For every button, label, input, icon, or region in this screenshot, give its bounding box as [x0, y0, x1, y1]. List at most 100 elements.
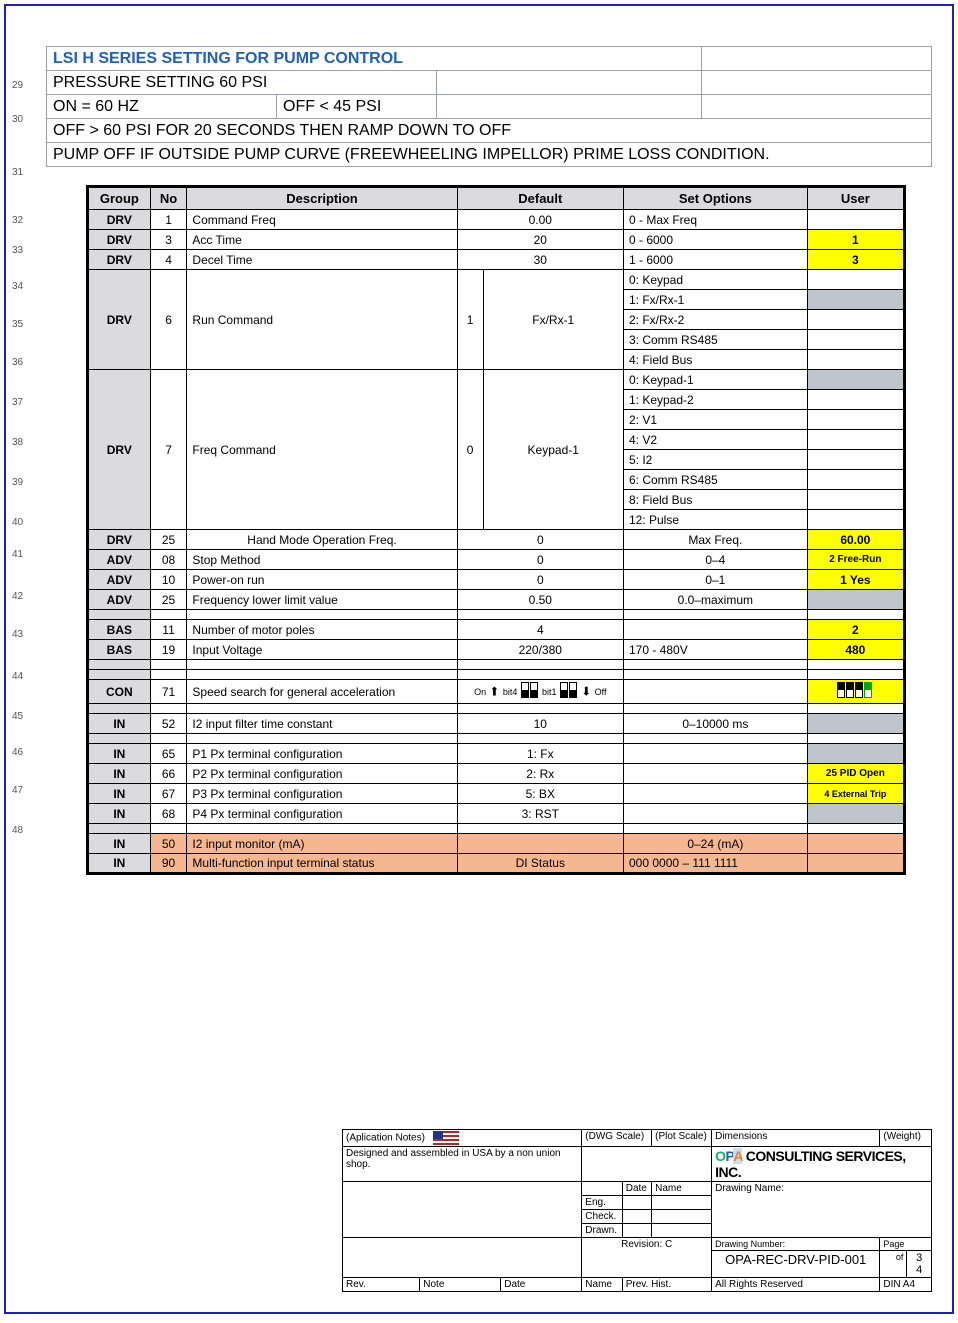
table-row: ADV 08 Stop Method 0 0–4 2 Free-Run: [88, 550, 905, 570]
table-row: DRV 25 Hand Mode Operation Freq. 0 Max F…: [88, 530, 905, 550]
table-row: CON 71 Speed search for general accelera…: [88, 680, 905, 704]
cell-opt: 0: Keypad-1: [623, 370, 807, 390]
arrow-up-icon: ⬆: [489, 685, 499, 699]
tb-drawing-number-label: Drawing Number:: [712, 1238, 880, 1251]
cell-no: 19: [150, 640, 187, 660]
cell-opt: 170 - 480V: [623, 640, 807, 660]
arrow-down-icon: ⬇: [581, 685, 591, 699]
tb-page-cur: 3: [916, 1252, 922, 1264]
tb-doc-number: OPA-REC-DRV-PID-001: [712, 1251, 880, 1278]
cell-opt: 1: Fx/Rx-1: [623, 290, 807, 310]
cell-desc: I2 input filter time constant: [187, 714, 457, 734]
row-num: 43: [12, 630, 23, 640]
cell-desc: Power-on run: [187, 570, 457, 590]
cell-no: 90: [150, 854, 187, 874]
cell-opt: Max Freq.: [623, 530, 807, 550]
header-title: LSI H SERIES SETTING FOR PUMP CONTROL: [47, 47, 702, 71]
cell-group: BAS: [88, 620, 151, 640]
cell-opt: [623, 744, 807, 764]
cell-no: 7: [150, 370, 187, 530]
dip-switch-icon: [837, 682, 873, 701]
cell-group: DRV: [88, 230, 151, 250]
cell-opt: 0–10000 ms: [623, 714, 807, 734]
cell-opt: 4: V2: [623, 430, 807, 450]
cell-opt: 12: Pulse: [623, 510, 807, 530]
spacer-row: [88, 610, 905, 620]
cell-opt: 4: Field Bus: [623, 350, 807, 370]
cell-opt: 0.0–maximum: [623, 590, 807, 610]
cell-group: DRV: [88, 530, 151, 550]
row-num: 34: [12, 282, 23, 292]
cell-group: IN: [88, 784, 151, 804]
cell-opt: 8: Field Bus: [623, 490, 807, 510]
cell-opt: [623, 764, 807, 784]
table-row-highlight: IN 90 Multi-function input terminal stat…: [88, 854, 905, 874]
cell-user: 4 External Trip: [807, 784, 904, 804]
cell-desc: Frequency lower limit value: [187, 590, 457, 610]
cell-user: 1: [807, 230, 904, 250]
tb-eng: Eng.: [582, 1196, 622, 1210]
cell-opt: 0–1: [623, 570, 807, 590]
spacer-row: [88, 704, 905, 714]
tb-drawn: Drawn.: [582, 1224, 622, 1238]
row-num: 46: [12, 748, 23, 758]
tb-check: Check.: [582, 1210, 622, 1224]
dip-switch-icon: [521, 682, 539, 701]
cell-desc: Run Command: [187, 270, 457, 370]
cell-no: 11: [150, 620, 187, 640]
cell-user: 60.00: [807, 530, 904, 550]
row-num: 32: [12, 216, 23, 226]
table-row: BAS 19 Input Voltage 220/380 170 - 480V …: [88, 640, 905, 660]
cell-desc: Acc Time: [187, 230, 457, 250]
cell-default-code: 0: [457, 370, 483, 530]
row-number-gutter: 29 30 31 32 33 34 35 36 37 38 39 40 41 4…: [12, 81, 23, 860]
tb-page-tot: 4: [916, 1264, 922, 1276]
table-row: DRV 6 Run Command 1 Fx/Rx-1 0: Keypad: [88, 270, 905, 290]
cell-group: IN: [88, 834, 151, 854]
cell-opt: 0: Keypad: [623, 270, 807, 290]
cell-opt: 2: Fx/Rx-2: [623, 310, 807, 330]
cell-opt: 6: Comm RS485: [623, 470, 807, 490]
cell-user: [807, 410, 904, 430]
cell-opt: 3: Comm RS485: [623, 330, 807, 350]
cell-default: 0.50: [457, 590, 623, 610]
cell-opt: 1 - 6000: [623, 250, 807, 270]
cell-default: 5: BX: [457, 784, 623, 804]
cell-user: [807, 804, 904, 824]
col-no: No: [150, 187, 187, 210]
header-pressure: PRESSURE SETTING 60 PSI: [47, 71, 437, 95]
cell-no: 52: [150, 714, 187, 734]
logo-letter-a: A: [733, 1148, 742, 1164]
cell-user: 2 Free-Run: [807, 550, 904, 570]
cell-opt: 0–24 (mA): [623, 834, 807, 854]
tb-dimensions: Dimensions: [712, 1130, 880, 1147]
cell-desc: Multi-function input terminal status: [187, 854, 457, 874]
cell-no: 08: [150, 550, 187, 570]
table-row: IN 65 P1 Px terminal configuration 1: Fx: [88, 744, 905, 764]
cell-default: 4: [457, 620, 623, 640]
row-num: 31: [12, 168, 23, 178]
cell-group: ADV: [88, 570, 151, 590]
cell-no: 6: [150, 270, 187, 370]
table-row: ADV 25 Frequency lower limit value 0.50 …: [88, 590, 905, 610]
tb-name-head: Name: [652, 1182, 712, 1196]
usa-flag-icon: [433, 1131, 459, 1145]
table-row: ADV 10 Power-on run 0 0–1 1 Yes: [88, 570, 905, 590]
cell-default: 220/380: [457, 640, 623, 660]
dip-label-bit1: bit1: [542, 687, 557, 697]
cell-group: DRV: [88, 210, 151, 230]
cell-user: [807, 510, 904, 530]
row-num: 47: [12, 786, 23, 796]
tb-prevhist: Prev. Hist.: [622, 1278, 711, 1292]
tb-appnotes: (Aplication Notes): [343, 1130, 582, 1147]
cell-user: [807, 854, 904, 874]
row-num: 35: [12, 320, 23, 330]
table-row: DRV 4 Decel Time 30 1 - 6000 3: [88, 250, 905, 270]
parameter-table: Group No Description Default Set Options…: [86, 185, 906, 875]
cell-desc: I2 input monitor (mA): [187, 834, 457, 854]
col-setopt: Set Options: [623, 187, 807, 210]
cell-default: 0: [457, 570, 623, 590]
logo-letter-o: O: [715, 1148, 725, 1164]
cell-no: 4: [150, 250, 187, 270]
col-user: User: [807, 187, 904, 210]
